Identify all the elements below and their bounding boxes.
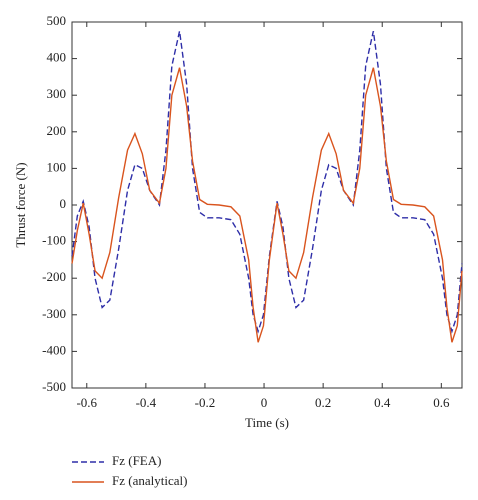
series-line — [71, 30, 463, 334]
x-tick-label: -0.2 — [195, 395, 216, 410]
y-tick-label: -400 — [42, 342, 66, 357]
y-tick-label: -100 — [42, 233, 66, 248]
x-tick-label: 0.4 — [374, 395, 391, 410]
y-tick-label: -500 — [42, 379, 66, 394]
series-line — [71, 67, 463, 343]
y-tick-label: 200 — [47, 123, 67, 138]
y-tick-label: 400 — [47, 50, 67, 65]
y-tick-label: 100 — [47, 159, 67, 174]
legend-label: Fz (FEA) — [112, 453, 161, 468]
y-tick-label: -200 — [42, 269, 66, 284]
x-axis-label: Time (s) — [245, 415, 289, 430]
y-axis-label: Thrust force (N) — [13, 162, 28, 247]
y-tick-label: 300 — [47, 86, 67, 101]
legend-label: Fz (analytical) — [112, 473, 187, 488]
y-tick-label: 500 — [47, 13, 67, 28]
y-tick-label: -300 — [42, 306, 66, 321]
x-tick-label: -0.6 — [76, 395, 97, 410]
x-tick-label: 0 — [261, 395, 268, 410]
x-tick-label: 0.6 — [433, 395, 450, 410]
x-tick-label: 0.2 — [315, 395, 331, 410]
y-tick-label: 0 — [60, 196, 67, 211]
x-tick-label: -0.4 — [136, 395, 157, 410]
